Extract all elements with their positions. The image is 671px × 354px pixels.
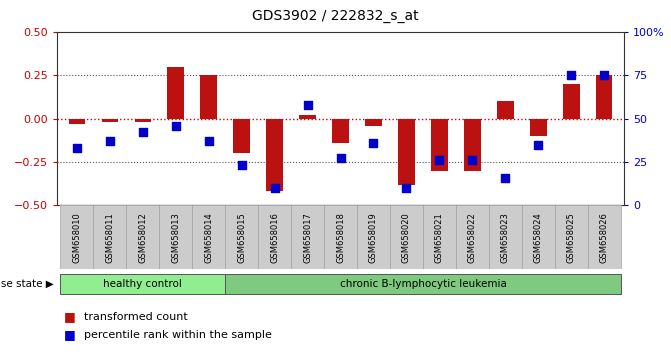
Point [203,138,214,144]
Bar [225,274,621,295]
Point [500,175,511,181]
Text: disease state ▶: disease state ▶ [0,279,54,289]
Bar [234,119,250,153]
Bar [398,119,415,184]
Text: GSM658013: GSM658013 [171,212,180,263]
Text: transformed count: transformed count [84,312,188,322]
Bar [201,75,217,119]
Bar [489,205,521,269]
Point [105,138,115,144]
Bar [126,205,159,206]
Point [599,73,610,78]
Bar [225,205,258,206]
Text: GSM658021: GSM658021 [435,212,444,263]
Text: GSM658012: GSM658012 [138,212,147,263]
Point [71,145,82,151]
Bar [563,84,580,119]
Text: GSM658011: GSM658011 [105,212,114,263]
Text: GSM658015: GSM658015 [237,212,246,263]
Bar [168,67,184,119]
Bar [160,205,192,269]
Bar [596,75,613,119]
Bar [522,205,555,269]
Text: GSM658026: GSM658026 [600,212,609,263]
Point [302,102,313,108]
Point [566,73,576,78]
Point [467,158,478,163]
Bar [60,205,93,206]
Text: GSM658024: GSM658024 [534,212,543,263]
Bar [497,101,513,119]
Bar [390,205,423,206]
Bar [357,205,390,269]
Bar [555,205,588,269]
Bar [134,119,151,122]
Text: GSM658023: GSM658023 [501,212,510,263]
Point [434,158,445,163]
Bar [126,205,159,269]
Bar [332,119,349,143]
Point [269,185,280,191]
Bar [192,205,225,206]
Point [138,130,148,135]
Text: percentile rank within the sample: percentile rank within the sample [84,330,272,339]
Text: GSM658022: GSM658022 [468,212,477,263]
Bar [291,205,324,206]
Bar [588,205,621,206]
Text: ■: ■ [64,328,76,341]
Bar [225,205,258,269]
Text: chronic B-lymphocytic leukemia: chronic B-lymphocytic leukemia [340,279,507,289]
Bar [299,115,316,119]
Bar [357,205,390,206]
Bar [464,119,480,171]
Bar [93,205,126,269]
Point [236,162,247,168]
Bar [101,119,118,122]
Bar [489,205,522,206]
Bar [431,119,448,171]
Bar [193,205,225,269]
Text: GDS3902 / 222832_s_at: GDS3902 / 222832_s_at [252,9,419,23]
Bar [423,205,456,206]
Point [170,123,181,129]
Bar [60,274,225,295]
Bar [423,205,456,269]
Text: GSM658020: GSM658020 [402,212,411,263]
Text: GSM658019: GSM658019 [369,212,378,263]
Bar [258,205,291,269]
Bar [60,205,93,269]
Point [533,142,544,147]
Bar [588,205,621,269]
Point [401,185,412,191]
Bar [324,205,357,269]
Text: healthy control: healthy control [103,279,183,289]
Bar [390,205,423,269]
Text: GSM658010: GSM658010 [72,212,81,263]
Bar [93,205,126,206]
Bar [555,205,588,206]
Bar [456,205,489,206]
Bar [258,205,291,206]
Bar [324,205,357,206]
Text: GSM658017: GSM658017 [303,212,312,263]
Bar [530,119,547,136]
Bar [266,119,283,192]
Text: GSM658018: GSM658018 [336,212,345,263]
Point [368,140,379,146]
Bar [456,205,488,269]
Bar [365,119,382,126]
Text: GSM658014: GSM658014 [204,212,213,263]
Text: GSM658016: GSM658016 [270,212,279,263]
Point [336,156,346,161]
Text: GSM658025: GSM658025 [567,212,576,263]
Bar [291,205,324,269]
Text: ■: ■ [64,310,76,323]
Bar [159,205,192,206]
Bar [68,119,85,124]
Bar [522,205,555,206]
